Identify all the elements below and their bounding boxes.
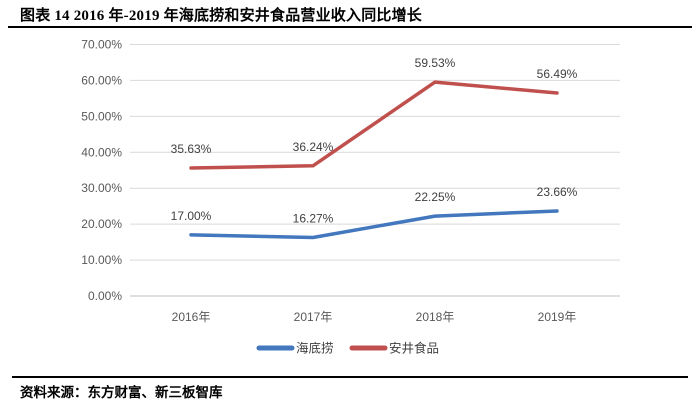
data-label: 16.27% (293, 212, 334, 226)
data-label: 56.49% (537, 67, 578, 81)
y-axis-tick-label: 20.00% (81, 217, 122, 231)
y-axis-tick-label: 30.00% (81, 181, 122, 195)
source-note: 资料来源：东方财富、新三板智库 (20, 385, 223, 400)
y-axis-tick-label: 40.00% (81, 145, 122, 159)
footer-divider (12, 376, 688, 378)
y-axis-tick-label: 0.00% (88, 289, 122, 303)
data-label: 22.25% (415, 190, 456, 204)
data-label: 59.53% (415, 56, 456, 70)
x-axis-tick-label: 2017年 (294, 310, 333, 324)
x-axis-tick-label: 2019年 (538, 310, 577, 324)
legend-label-0: 海底捞 (296, 341, 334, 356)
data-label: 36.24% (293, 140, 334, 154)
legend-label-1: 安井食品 (389, 341, 439, 356)
data-label: 17.00% (171, 209, 212, 223)
series-line-1 (189, 80, 559, 170)
y-axis-tick-label: 60.00% (81, 73, 122, 87)
x-axis-tick-label: 2016年 (172, 310, 211, 324)
series-line-0 (189, 209, 559, 240)
y-axis-tick-label: 50.00% (81, 109, 122, 123)
x-axis-tick-label: 2018年 (416, 310, 455, 324)
y-axis-tick-label: 70.00% (81, 38, 122, 52)
figure-title: 图表 14 2016 年-2019 年海底捞和安井食品营业收入同比增长 (20, 8, 422, 24)
y-axis-tick-label: 10.00% (81, 253, 122, 267)
data-label: 35.63% (171, 142, 212, 156)
title-divider (8, 26, 692, 28)
data-label: 23.66% (537, 185, 578, 199)
